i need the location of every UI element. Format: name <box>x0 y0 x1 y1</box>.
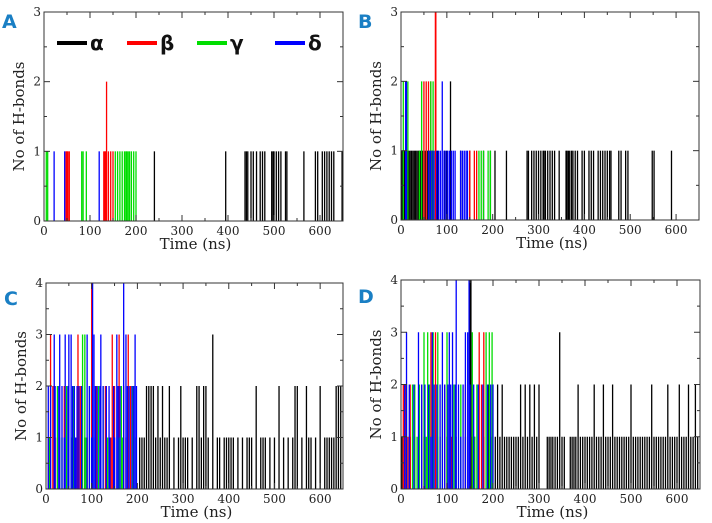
y-tick-label: 2 <box>390 74 398 88</box>
y-tick-label: 3 <box>390 325 398 339</box>
x-axis-title: Time (ns) <box>160 235 232 253</box>
series-δ <box>53 151 100 221</box>
series-α <box>153 151 343 221</box>
y-tick-label: 3 <box>33 5 41 19</box>
x-tick-label: 600 <box>309 492 332 506</box>
x-axis-title: Time (ns) <box>516 234 588 252</box>
panel-d: 0 100 200 300 400 500 600 0 1 2 3 4 Time (ns) No of H… <box>358 273 701 521</box>
legend-label: γ <box>230 31 244 55</box>
legend-label: δ <box>308 31 322 55</box>
y-tick-label: 1 <box>390 144 398 158</box>
y-tick-label: 3 <box>390 5 398 19</box>
series-δ <box>404 280 494 489</box>
x-tick-label: 300 <box>527 223 550 237</box>
y-axis-title: No of H-bonds <box>367 61 385 171</box>
x-tick-label: 300 <box>172 492 195 506</box>
panel-b: 0 100 200 300 400 500 600 0 1 2 3 Time (ns) No of H-… <box>358 5 700 252</box>
x-tick-label: 0 <box>397 492 405 506</box>
x-tick-label: 600 <box>665 223 688 237</box>
y-axis-title: No of H-bonds <box>10 61 28 171</box>
panel-letter: C <box>4 288 18 310</box>
panel-a: 0 100 200 300 400 500 600 0 1 2 3 Time (ns) No of H-… <box>2 5 344 253</box>
panel-c: 0 100 200 300 400 500 600 0 1 2 3 4 Time (ns) No of H… <box>4 276 344 521</box>
y-tick-label: 0 <box>35 482 43 496</box>
x-tick-label: 400 <box>573 223 596 237</box>
panel-letter: D <box>358 286 374 308</box>
x-tick-label: 600 <box>309 224 332 238</box>
x-tick-label: 500 <box>620 492 643 506</box>
x-tick-label: 200 <box>481 223 504 237</box>
x-tick-label: 100 <box>436 492 459 506</box>
y-tick-label: 0 <box>33 214 41 228</box>
panel-letter: A <box>2 11 17 33</box>
series-α <box>70 334 342 489</box>
series-α <box>401 280 699 489</box>
y-axis-title: No of H-bonds <box>12 331 30 441</box>
x-tick-label: 400 <box>574 492 597 506</box>
x-tick-label: 300 <box>528 492 551 506</box>
y-tick-label: 1 <box>35 431 43 445</box>
x-tick-label: 0 <box>397 223 405 237</box>
x-tick-label: 500 <box>263 224 286 238</box>
x-tick-label: 200 <box>126 492 149 506</box>
x-tick-label: 400 <box>217 492 240 506</box>
x-tick-label: 600 <box>666 492 689 506</box>
x-tick-label: 500 <box>263 492 286 506</box>
y-axis-title: No of H-bonds <box>367 329 385 439</box>
x-axis-title: Time (ns) <box>517 503 589 521</box>
y-tick-label: 4 <box>35 276 43 290</box>
y-tick-label: 0 <box>390 482 398 496</box>
x-tick-label: 0 <box>40 224 48 238</box>
y-tick-label: 2 <box>35 379 43 393</box>
panel-letter: B <box>358 11 372 33</box>
x-axis-title: Time (ns) <box>161 503 233 521</box>
x-tick-label: 100 <box>80 492 103 506</box>
y-tick-label: 1 <box>390 430 398 444</box>
x-tick-label: 200 <box>482 492 505 506</box>
y-tick-label: 4 <box>390 273 398 287</box>
x-tick-label: 100 <box>435 223 458 237</box>
x-tick-label: 0 <box>42 492 50 506</box>
y-tick-label: 2 <box>33 75 41 89</box>
x-tick-label: 300 <box>171 224 194 238</box>
y-tick-label: 2 <box>390 378 398 392</box>
series-γ <box>45 151 137 221</box>
x-tick-label: 500 <box>619 223 642 237</box>
x-tick-label: 200 <box>125 224 148 238</box>
legend-label: β <box>160 31 174 55</box>
y-tick-label: 1 <box>33 144 41 158</box>
y-tick-label: 3 <box>35 328 43 342</box>
series-δ <box>47 283 138 489</box>
legend-label: α <box>90 31 104 55</box>
x-tick-label: 400 <box>217 224 240 238</box>
x-tick-label: 100 <box>79 224 102 238</box>
y-tick-label: 0 <box>390 213 398 227</box>
series-β <box>65 81 114 221</box>
legend: α β γ δ <box>57 31 322 55</box>
plot-frame <box>45 282 344 490</box>
